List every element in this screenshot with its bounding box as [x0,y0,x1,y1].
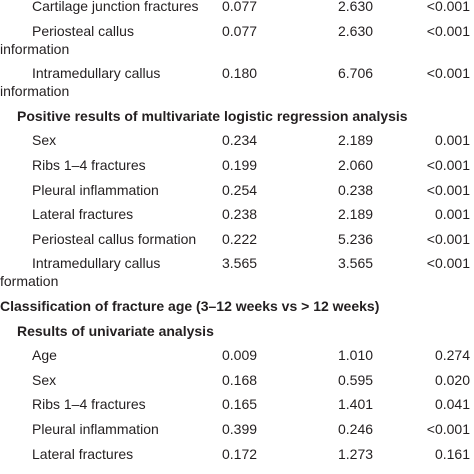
row-label: information [0,83,70,100]
cell: 0.165 [222,396,258,413]
cell: 0.001 [434,132,470,149]
cell: 3.565 [338,255,374,272]
cell: 6.706 [338,65,374,82]
cell: <0.001 [426,65,470,82]
row-label: Sex [32,132,57,149]
cell: 0.246 [338,421,374,437]
cell: 0.077 [222,0,258,14]
cell: 0.180 [222,65,258,82]
section-heading: Classification of fracture age (3–12 wee… [0,298,380,314]
row-label: Pleural inflammation [32,181,159,198]
cell: 2.060 [338,157,374,173]
row-label: Age [32,347,57,364]
row-label: Ribs 1–4 fractures [32,396,146,413]
cell: 0.595 [338,371,374,388]
cell: 1.273 [338,445,374,462]
cell: 0.041 [434,396,470,413]
row-label: Periosteal callus [32,22,134,39]
cell: 0.001 [434,206,470,223]
cell: 2.189 [338,206,374,223]
cell: <0.001 [426,157,470,173]
row-label: Pleural inflammation [32,421,159,437]
cell: <0.001 [426,421,470,437]
cell: 0.172 [222,445,258,462]
subsection-heading: Positive results of multivariate logisti… [17,107,408,124]
subsection-heading: Results of univariate analysis [17,322,214,339]
row-label: Cartilage junction fractures [32,0,199,14]
cell: <0.001 [426,181,470,198]
row-label: formation [0,273,59,290]
cell: 0.077 [222,22,258,39]
row-label: Lateral fractures [32,206,134,223]
row-label: Ribs 1–4 fractures [32,157,146,173]
row-label: Intramedullary callus [32,65,161,82]
cell: <0.001 [426,22,470,39]
row-label: information [0,40,70,57]
cell: 0.238 [222,206,258,223]
cell: 0.199 [222,157,258,173]
row-label: Sex [32,371,57,388]
cell: 0.254 [222,181,258,198]
row-label: Intramedullary callus [32,255,161,272]
cell: 2.630 [338,0,374,14]
cell: 0.020 [434,371,470,388]
row-label: Lateral fractures [32,445,134,462]
cell: 0.234 [222,132,258,149]
cell: 2.630 [338,22,374,39]
cell: 0.009 [222,347,258,364]
cell: 0.399 [222,421,258,437]
cell: <0.001 [426,0,470,14]
cell: 5.236 [338,230,374,247]
cell: <0.001 [426,255,470,272]
row-label: Periosteal callus formation [32,230,197,247]
cell: 1.401 [338,396,374,413]
cell: 0.161 [434,445,470,462]
cell: 1.010 [338,347,374,364]
cell: 0.238 [338,181,374,198]
cell: 2.189 [338,132,374,149]
cell: 0.168 [222,371,258,388]
cell: 0.274 [434,347,470,364]
cell: 0.222 [222,230,258,247]
cell: <0.001 [426,230,470,247]
cell: 3.565 [222,255,258,272]
